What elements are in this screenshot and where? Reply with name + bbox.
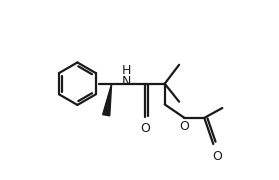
Text: O: O <box>140 122 150 135</box>
Text: N: N <box>122 75 132 88</box>
Polygon shape <box>103 84 112 116</box>
Text: O: O <box>180 120 189 133</box>
Text: O: O <box>212 150 222 163</box>
Text: H: H <box>122 64 132 77</box>
